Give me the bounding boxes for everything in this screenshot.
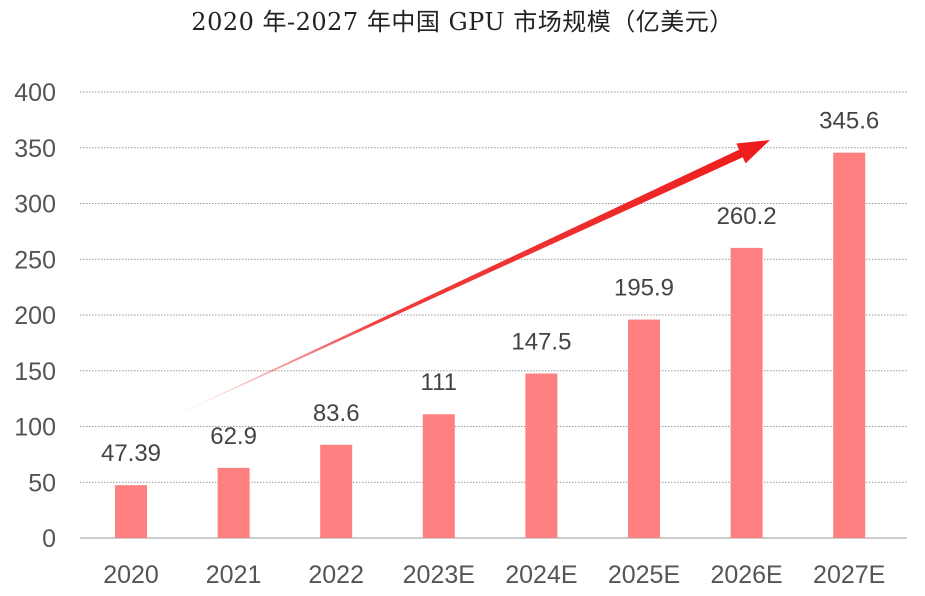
y-axis-ticks: 0 50 100 150 200 250 300 350 400 bbox=[14, 79, 56, 553]
x-tick-label: 2022 bbox=[308, 561, 364, 589]
data-label: 195.9 bbox=[614, 275, 674, 302]
y-tick-label: 300 bbox=[14, 191, 56, 219]
y-tick-label: 0 bbox=[42, 525, 56, 553]
bar-2027e bbox=[833, 152, 866, 538]
data-label: 260.2 bbox=[717, 203, 777, 230]
x-tick-label: 2020 bbox=[103, 561, 159, 589]
x-tick-label: 2025E bbox=[608, 561, 680, 589]
x-tick-label: 2023E bbox=[403, 561, 475, 589]
data-label: 345.6 bbox=[819, 108, 879, 135]
y-tick-label: 200 bbox=[14, 302, 56, 330]
bar-2020 bbox=[115, 485, 147, 538]
data-label: 47.39 bbox=[101, 440, 161, 467]
x-tick-label: 2026E bbox=[710, 561, 782, 589]
x-axis-ticks: 2020 2021 2022 2023E 2024E 2025E 2026E 2027E bbox=[103, 561, 885, 589]
y-tick-label: 150 bbox=[14, 358, 56, 386]
bar-2024e bbox=[525, 373, 558, 538]
data-labels: 47.39 62.9 83.6 111 147.5 195.9 260.2 345.6 bbox=[101, 108, 879, 468]
chart-title: 2020 年-2027 年中国 GPU 市场规模（亿美元） bbox=[191, 8, 734, 36]
bar-2026e bbox=[730, 247, 763, 538]
y-tick-label: 250 bbox=[14, 246, 56, 274]
bar-2021 bbox=[217, 467, 250, 538]
trend-arrow-icon bbox=[170, 140, 770, 418]
data-label: 83.6 bbox=[313, 400, 360, 427]
x-tick-label: 2027E bbox=[813, 561, 885, 589]
y-tick-label: 350 bbox=[14, 135, 56, 163]
trend-arrow bbox=[170, 140, 770, 418]
y-tick-label: 50 bbox=[28, 469, 56, 497]
bars bbox=[115, 152, 866, 538]
bar-2023e bbox=[422, 414, 455, 538]
data-label: 147.5 bbox=[511, 329, 571, 356]
y-tick-label: 100 bbox=[14, 414, 56, 442]
bar-2025e bbox=[628, 319, 660, 538]
data-label: 111 bbox=[421, 369, 457, 396]
bar-2022 bbox=[320, 444, 353, 538]
data-label: 62.9 bbox=[210, 423, 257, 450]
x-tick-label: 2024E bbox=[505, 561, 577, 589]
gridlines bbox=[80, 91, 907, 539]
x-tick-label: 2021 bbox=[206, 561, 262, 589]
y-tick-label: 400 bbox=[14, 79, 56, 107]
